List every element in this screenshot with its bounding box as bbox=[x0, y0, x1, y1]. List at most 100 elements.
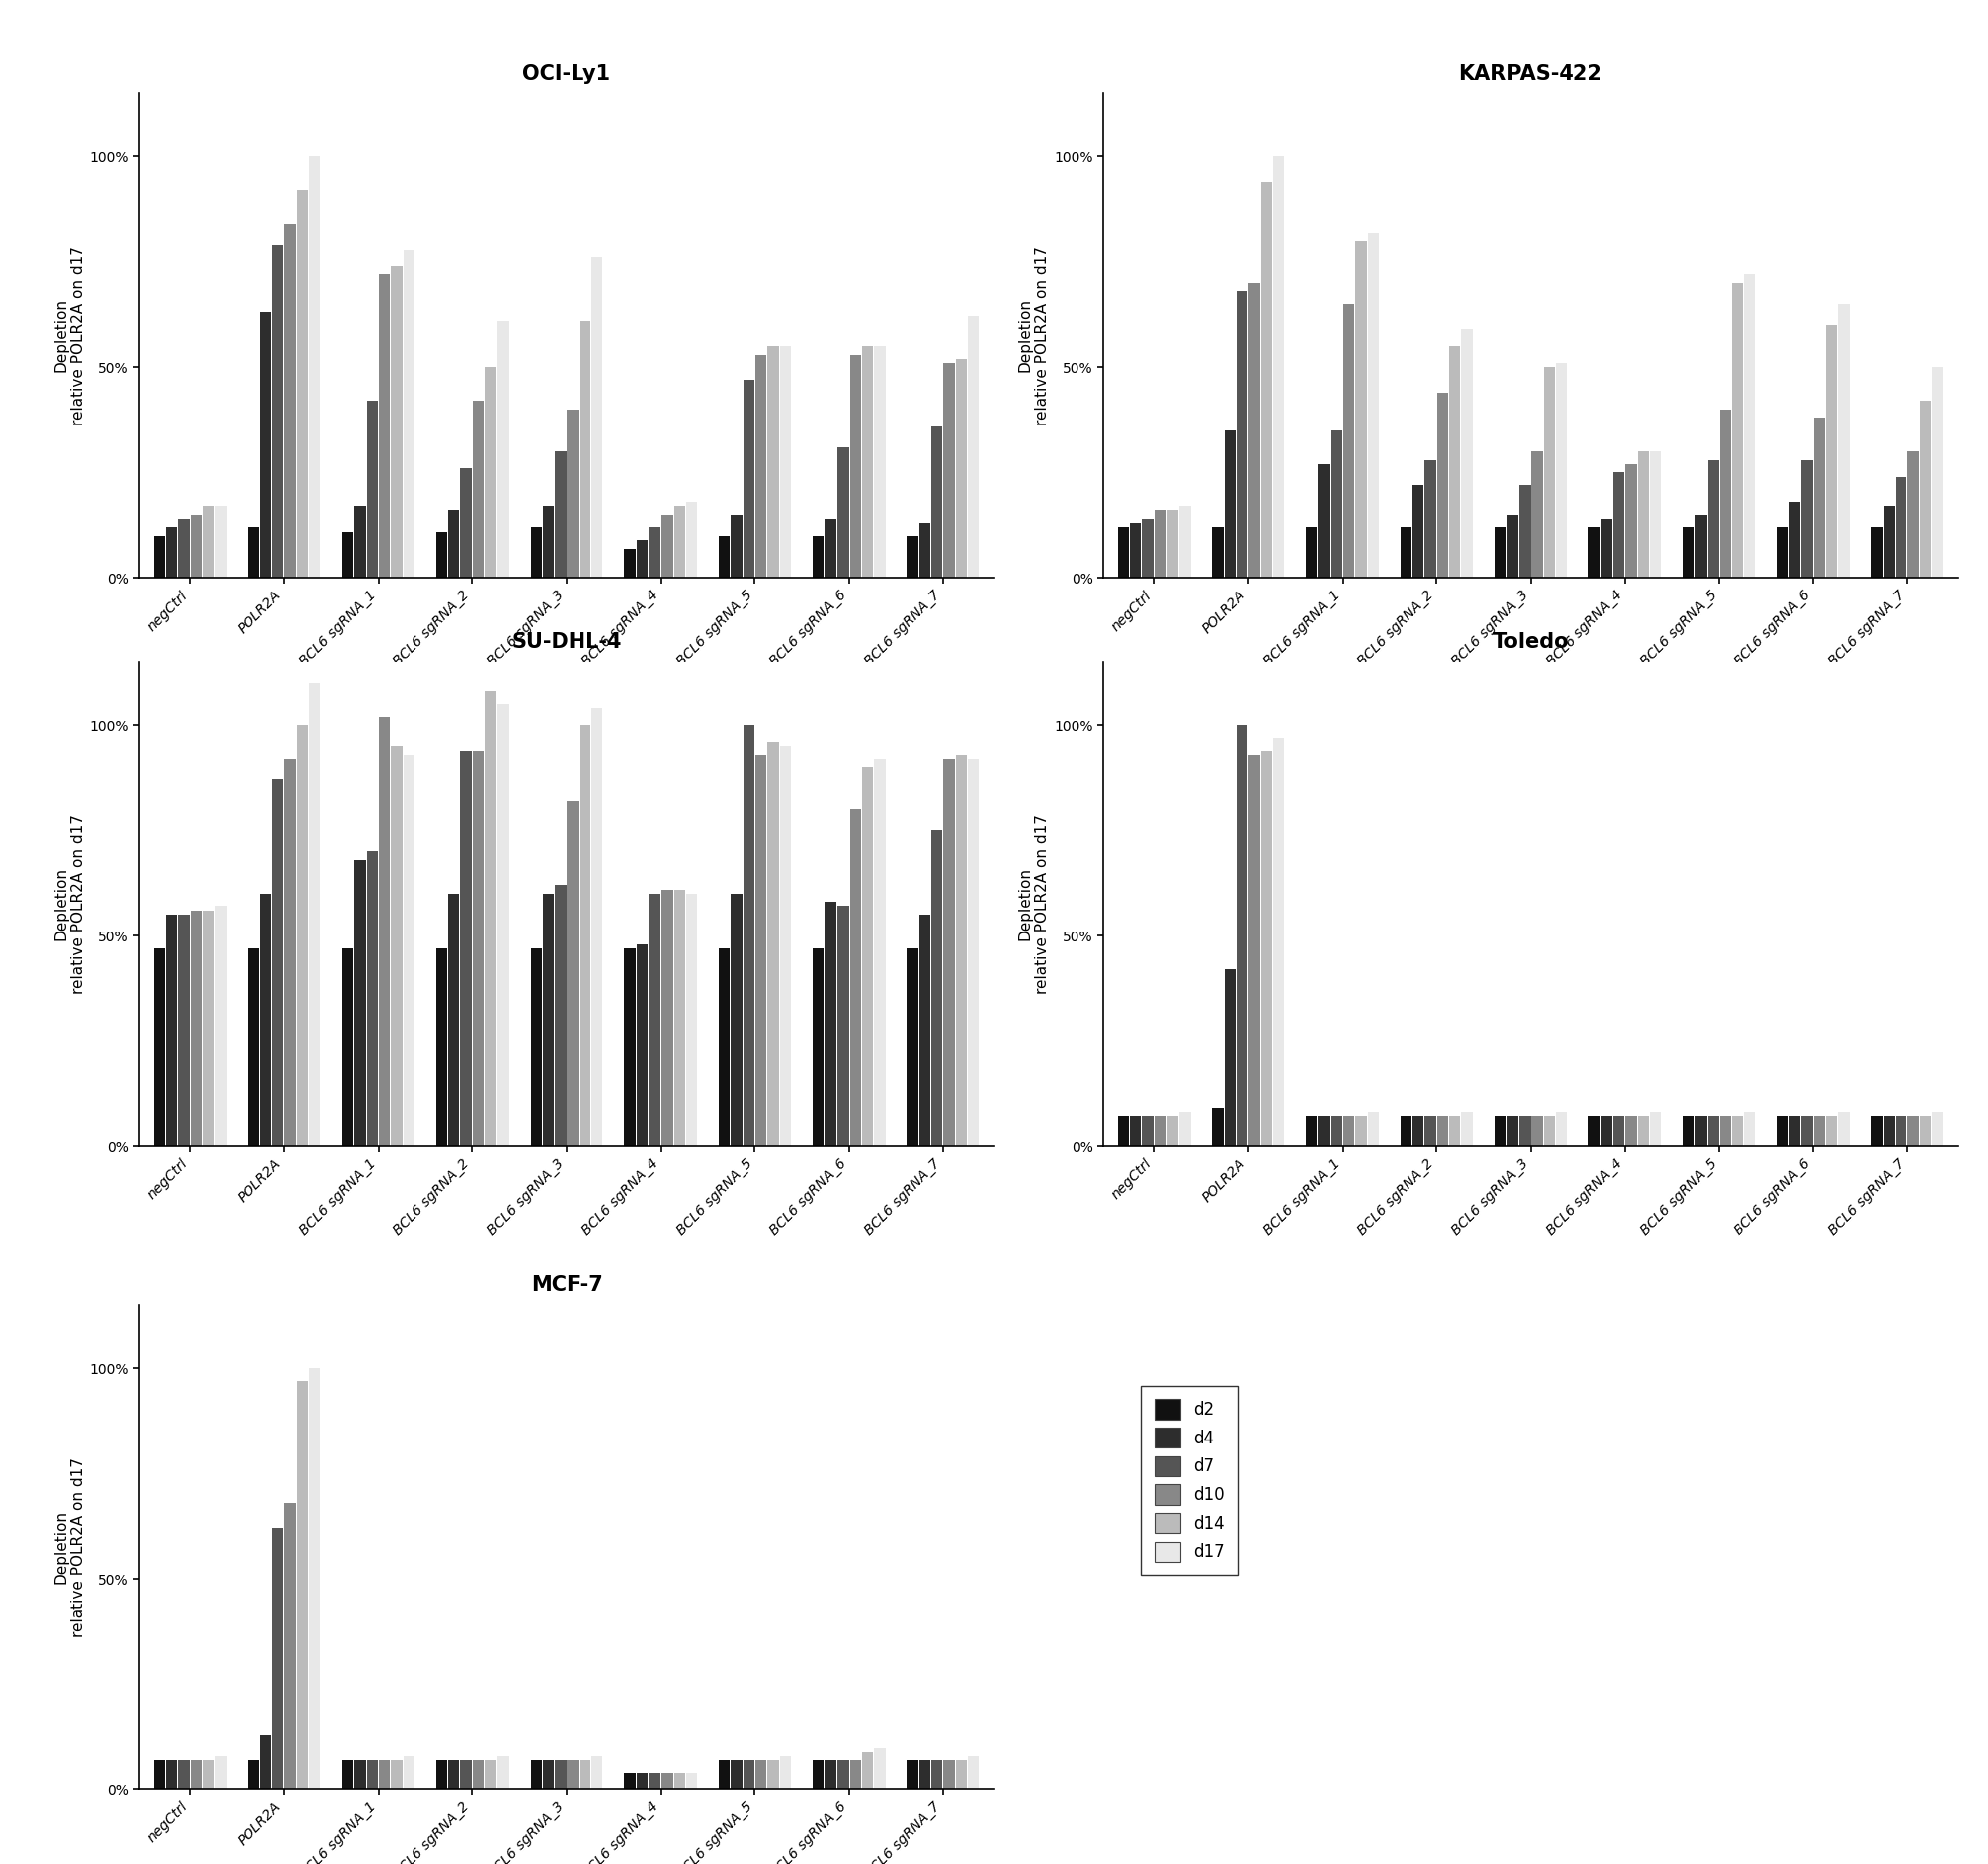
Bar bbox=[485, 367, 497, 578]
Bar bbox=[1557, 1113, 1567, 1146]
Bar bbox=[1248, 283, 1260, 578]
Bar bbox=[260, 1735, 272, 1789]
Bar bbox=[1813, 1117, 1825, 1146]
Bar bbox=[755, 755, 767, 1146]
Bar bbox=[732, 1760, 742, 1789]
Bar bbox=[744, 725, 753, 1146]
Bar bbox=[404, 755, 415, 1146]
Bar bbox=[674, 1773, 684, 1789]
Bar bbox=[1167, 511, 1179, 578]
Bar bbox=[1213, 528, 1223, 578]
Bar bbox=[308, 682, 320, 1146]
Bar bbox=[1449, 347, 1461, 578]
Bar bbox=[203, 1760, 215, 1789]
Bar bbox=[1708, 1117, 1718, 1146]
Y-axis label: Depletion
relative POLR2A on d17: Depletion relative POLR2A on d17 bbox=[54, 815, 85, 994]
Bar bbox=[1531, 451, 1543, 578]
Bar bbox=[636, 1773, 648, 1789]
Bar bbox=[342, 1760, 354, 1789]
Bar bbox=[1920, 401, 1930, 578]
Bar bbox=[1306, 1117, 1318, 1146]
Bar bbox=[718, 535, 730, 578]
Bar bbox=[813, 535, 825, 578]
Bar bbox=[473, 401, 485, 578]
Bar bbox=[248, 528, 258, 578]
Bar bbox=[662, 1773, 672, 1789]
Bar bbox=[686, 1773, 698, 1789]
Bar bbox=[1131, 1117, 1141, 1146]
Title: OCI-Ly1: OCI-Ly1 bbox=[523, 63, 610, 84]
Bar bbox=[203, 507, 215, 578]
Bar bbox=[944, 1760, 954, 1789]
Bar bbox=[767, 347, 779, 578]
Bar bbox=[1507, 1117, 1519, 1146]
Bar bbox=[485, 692, 497, 1146]
Bar bbox=[1789, 1117, 1801, 1146]
Bar bbox=[308, 1368, 320, 1789]
Bar bbox=[1839, 1113, 1849, 1146]
Bar bbox=[648, 893, 660, 1146]
Bar bbox=[579, 1760, 590, 1789]
Bar bbox=[366, 852, 378, 1146]
Bar bbox=[1519, 1117, 1531, 1146]
Bar bbox=[1272, 738, 1284, 1146]
Bar bbox=[875, 347, 885, 578]
Bar bbox=[435, 531, 447, 578]
Bar bbox=[284, 224, 296, 578]
Bar bbox=[404, 1756, 415, 1789]
Bar bbox=[592, 257, 602, 578]
Bar bbox=[1272, 157, 1284, 578]
Bar bbox=[1495, 528, 1505, 578]
Bar bbox=[732, 514, 742, 578]
Bar bbox=[1682, 528, 1694, 578]
Bar bbox=[718, 1760, 730, 1789]
Bar bbox=[907, 535, 918, 578]
Bar bbox=[1225, 969, 1237, 1146]
Bar bbox=[1155, 1117, 1165, 1146]
Bar bbox=[1801, 460, 1813, 578]
Bar bbox=[567, 410, 579, 578]
Bar bbox=[624, 949, 636, 1146]
Bar bbox=[755, 354, 767, 578]
Bar bbox=[825, 1760, 837, 1789]
Bar bbox=[1543, 367, 1555, 578]
Bar bbox=[449, 511, 459, 578]
Bar bbox=[944, 759, 954, 1146]
Bar bbox=[1777, 1117, 1789, 1146]
Bar bbox=[392, 267, 402, 578]
Bar bbox=[825, 518, 837, 578]
Bar bbox=[485, 1760, 497, 1789]
Bar bbox=[861, 347, 873, 578]
Bar bbox=[543, 1760, 555, 1789]
Bar bbox=[1519, 485, 1531, 578]
Bar bbox=[1143, 518, 1153, 578]
Bar bbox=[260, 313, 272, 578]
Bar bbox=[825, 902, 837, 1146]
Bar bbox=[555, 1760, 567, 1789]
Bar bbox=[191, 514, 201, 578]
Bar bbox=[1720, 1117, 1732, 1146]
Bar bbox=[380, 274, 390, 578]
Bar bbox=[674, 889, 684, 1146]
Bar bbox=[918, 1760, 930, 1789]
Bar bbox=[1777, 528, 1789, 578]
Bar bbox=[1248, 755, 1260, 1146]
Bar bbox=[849, 809, 861, 1146]
Bar bbox=[555, 451, 567, 578]
Bar bbox=[1908, 451, 1918, 578]
Bar bbox=[956, 358, 966, 578]
Bar bbox=[1495, 1117, 1505, 1146]
Bar bbox=[813, 1760, 825, 1789]
Bar bbox=[1117, 528, 1129, 578]
Bar bbox=[215, 507, 227, 578]
Bar bbox=[1696, 1117, 1706, 1146]
Bar bbox=[1318, 1117, 1330, 1146]
Bar bbox=[354, 1760, 366, 1789]
Bar bbox=[1531, 1117, 1543, 1146]
Bar bbox=[449, 893, 459, 1146]
Bar bbox=[1626, 464, 1636, 578]
Bar bbox=[1413, 1117, 1423, 1146]
Bar bbox=[284, 759, 296, 1146]
Bar bbox=[918, 915, 930, 1146]
Bar bbox=[392, 746, 402, 1146]
